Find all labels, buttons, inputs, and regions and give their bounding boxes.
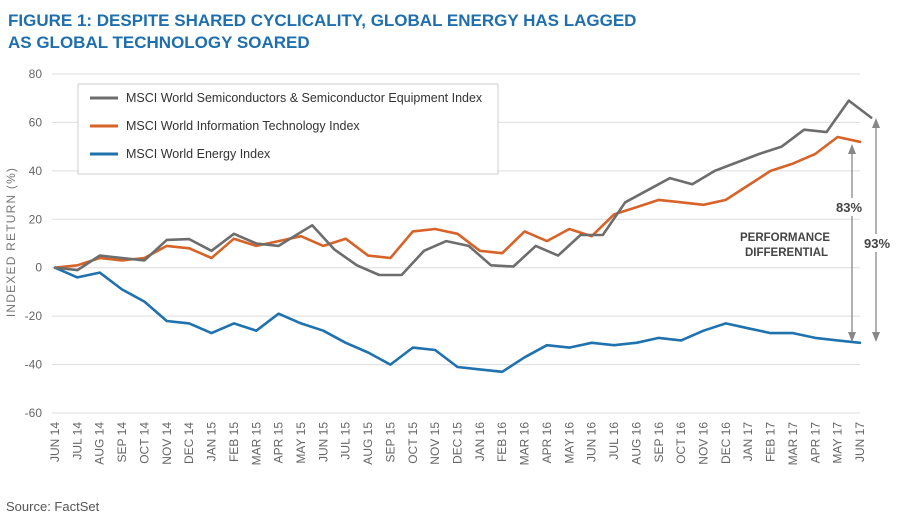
x-tick-label: FEB 16 <box>495 422 509 462</box>
x-tick-label: JUN 14 <box>48 422 62 462</box>
x-tick-label: MAY 15 <box>294 422 308 464</box>
x-tick-label: SEP 14 <box>115 422 129 463</box>
x-tick-label: MAR 15 <box>249 422 263 466</box>
x-tick-label: JUL 16 <box>607 422 621 460</box>
y-tick-label: -20 <box>25 309 43 323</box>
series-line-1 <box>53 135 862 270</box>
chart-title-line-2: AS GLOBAL TECHNOLOGY SOARED <box>8 33 310 52</box>
series-line-0 <box>53 99 873 277</box>
it-gap-arrowhead-top <box>848 144 856 154</box>
y-axis-label: INDEXED RETURN (%) <box>4 167 18 317</box>
x-tick-label: DEC 15 <box>451 422 465 464</box>
legend-box <box>77 83 499 175</box>
performance-label-line-1: PERFORMANCE <box>740 232 830 244</box>
x-tick-label: JUN 16 <box>585 422 599 462</box>
x-tick-label: FEB 15 <box>227 422 241 462</box>
it-gap-label-bg <box>834 198 868 216</box>
performance-label-line-2: DIFFERENTIAL <box>745 247 828 259</box>
x-tick-label: MAR 16 <box>518 422 532 466</box>
y-tick-label: 20 <box>29 212 43 226</box>
semi-gap-arrowhead-top <box>872 118 880 128</box>
semi-gap-label-bg <box>862 234 896 252</box>
x-tick-label: FEB 17 <box>764 422 778 462</box>
it-gap-arrowhead-bottom <box>848 332 856 342</box>
x-tick-label: SEP 16 <box>652 422 666 463</box>
x-tick-label: JAN 16 <box>473 422 487 462</box>
x-tick-label: JAN 17 <box>741 422 755 462</box>
x-tick-label: AUG 14 <box>93 422 107 465</box>
semi-gap-arrowhead-bottom <box>872 332 880 342</box>
x-tick-label: AUG 15 <box>361 422 375 465</box>
y-tick-label: 40 <box>29 164 43 178</box>
chart-title: FIGURE 1: DESPITE SHARED CYCLICALITY, GL… <box>8 10 708 54</box>
x-tick-label: JUN 17 <box>853 422 867 462</box>
it-gap-label: 83% <box>836 200 862 215</box>
x-tick-label: JUL 14 <box>70 422 84 460</box>
y-tick-label: -60 <box>25 406 43 420</box>
source-note: Source: FactSet <box>6 499 100 514</box>
y-tick-label: -40 <box>25 358 43 372</box>
chart-title-line-1: FIGURE 1: DESPITE SHARED CYCLICALITY, GL… <box>8 11 637 30</box>
x-axis-ticks: JUN 14 JUL 14 AUG 14 SEP 14 OCT 14 NOV 14 DEC … <box>48 422 867 466</box>
x-tick-label: SEP 15 <box>383 422 397 463</box>
x-tick-label: OCT 14 <box>137 422 151 464</box>
legend-label-semiconductors: MSCI World Semiconductors & Semiconducto… <box>126 91 483 105</box>
x-tick-label: JUL 15 <box>339 422 353 460</box>
x-tick-label: DEC 16 <box>719 422 733 464</box>
x-tick-label: JUN 15 <box>316 422 330 462</box>
performance-differential-annotation: 83% 93% PERFORMANCE DIFFERENTIAL <box>740 118 896 342</box>
x-tick-label: APR 16 <box>540 422 554 464</box>
legend: MSCI World Semiconductors & Semiconducto… <box>77 83 499 175</box>
x-tick-label: MAY 16 <box>562 422 576 464</box>
series-lines <box>53 99 873 374</box>
x-tick-label: APR 15 <box>272 422 286 464</box>
x-tick-label: APR 17 <box>808 422 822 464</box>
series-line-2 <box>53 266 862 374</box>
x-tick-label: NOV 15 <box>428 422 442 465</box>
x-tick-label: AUG 16 <box>629 422 643 465</box>
legend-label-energy: MSCI World Energy Index <box>126 147 271 161</box>
y-tick-label: 0 <box>35 261 42 275</box>
y-tick-label: 60 <box>29 115 43 129</box>
x-tick-label: DEC 14 <box>182 422 196 464</box>
y-axis-ticks: -60 -40 -20 0 20 40 60 80 <box>25 67 43 420</box>
semi-gap-label: 93% <box>864 236 890 251</box>
x-tick-label: NOV 14 <box>160 422 174 465</box>
x-tick-label: JAN 15 <box>205 422 219 462</box>
x-tick-label: NOV 16 <box>696 422 710 465</box>
legend-label-information-technology: MSCI World Information Technology Index <box>126 119 360 133</box>
y-tick-label: 80 <box>29 67 43 81</box>
x-tick-label: OCT 15 <box>406 422 420 464</box>
x-tick-label: MAY 17 <box>831 422 845 464</box>
x-tick-label: OCT 16 <box>674 422 688 464</box>
x-tick-label: MAR 17 <box>786 422 800 466</box>
